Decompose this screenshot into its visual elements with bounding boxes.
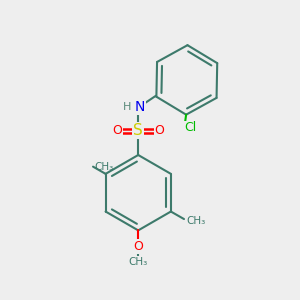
Text: N: N xyxy=(134,100,145,114)
Text: S: S xyxy=(133,123,143,138)
Text: O: O xyxy=(112,124,122,137)
Text: CH₃: CH₃ xyxy=(186,216,206,226)
Text: O: O xyxy=(133,240,143,253)
Text: O: O xyxy=(154,124,164,137)
Text: H: H xyxy=(123,102,131,112)
Text: CH₃: CH₃ xyxy=(129,257,148,267)
Text: Cl: Cl xyxy=(184,122,196,134)
Text: CH₃: CH₃ xyxy=(94,162,113,172)
